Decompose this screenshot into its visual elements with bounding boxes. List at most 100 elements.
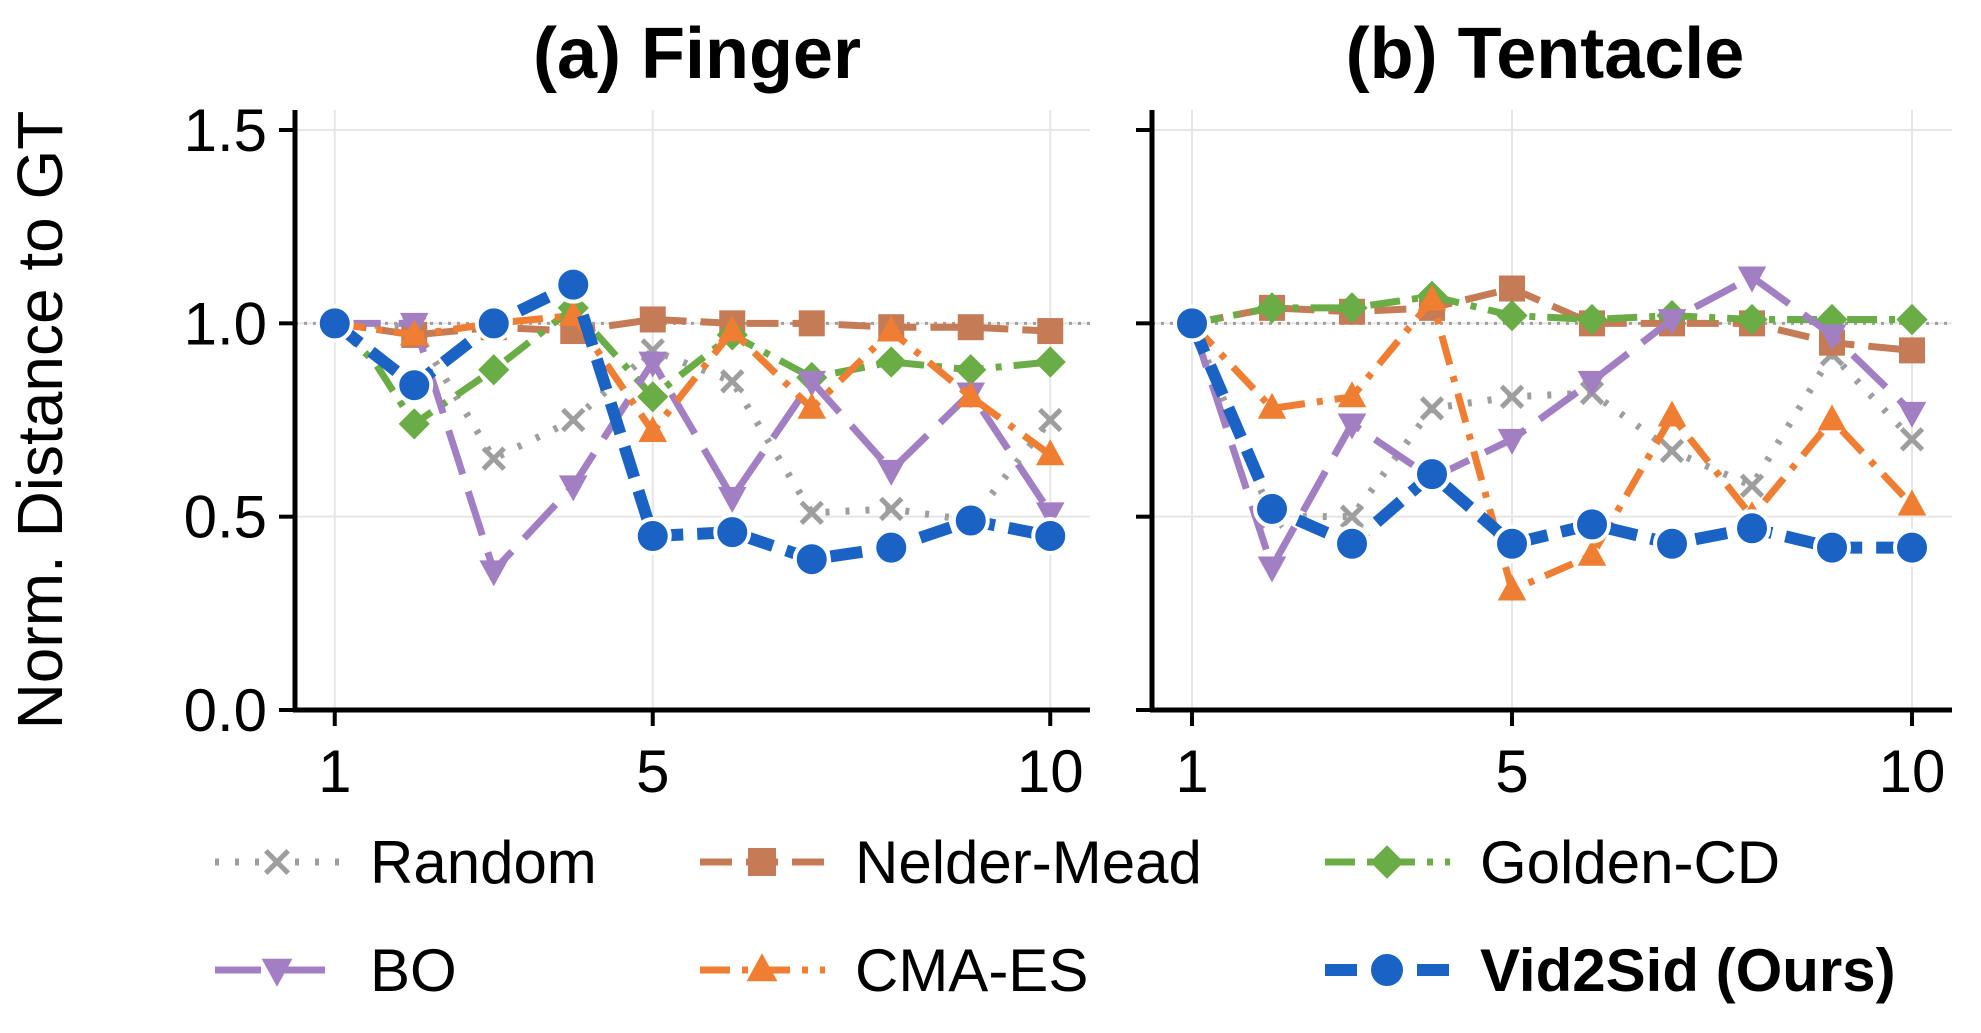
legend-label: Vid2Sid (Ours) — [1480, 937, 1896, 1004]
data-point — [558, 475, 588, 502]
legend-marker — [1367, 950, 1407, 990]
series-line — [334, 315, 1051, 339]
panel-tentacle: 1 5 10 (b) Tentacle — [1136, 14, 1952, 805]
data-point — [875, 346, 907, 378]
data-point — [1813, 528, 1851, 567]
data-point — [1576, 303, 1608, 336]
data-point — [638, 351, 668, 378]
data-point — [474, 304, 513, 343]
data-point — [1897, 401, 1927, 428]
data-point — [1577, 539, 1607, 566]
data-point — [1256, 292, 1288, 324]
data-point — [792, 540, 831, 579]
data-point — [315, 304, 354, 343]
data-point — [1499, 275, 1525, 302]
series-line — [1186, 320, 1912, 554]
data-point — [1339, 504, 1365, 529]
data-point — [1573, 505, 1611, 544]
data-point — [1497, 574, 1527, 601]
legend-marker — [746, 953, 778, 982]
data-point — [1337, 381, 1367, 408]
data-point — [798, 310, 825, 337]
series-line — [1188, 273, 1915, 571]
data-point — [1736, 303, 1768, 336]
data-point — [1577, 370, 1607, 397]
x-tick-label: 10 — [1017, 738, 1084, 805]
legend-marker — [748, 848, 776, 876]
series-random — [1179, 311, 1925, 529]
data-point — [1817, 404, 1847, 431]
data-point — [1496, 300, 1528, 332]
axes: 0.0 0.5 1.0 1.5 1 5 10 — [184, 97, 1090, 805]
data-point — [1336, 292, 1368, 324]
data-point — [1413, 455, 1451, 494]
legend-marker — [261, 958, 293, 987]
data-point — [797, 370, 827, 397]
data-point — [1337, 413, 1367, 440]
panel-title: (b) Tentacle — [1346, 14, 1745, 94]
series-line — [334, 319, 1054, 575]
data-point — [1497, 428, 1527, 455]
data-point — [1737, 266, 1767, 293]
data-point — [957, 314, 984, 341]
y-tick-label: 1.0 — [184, 290, 267, 357]
series-line — [1189, 296, 1915, 594]
x-tick-label: 1 — [318, 738, 351, 805]
legend-label: Nelder-Mead — [855, 829, 1202, 896]
data-point — [1653, 524, 1691, 563]
data-point — [638, 416, 668, 442]
panel-title: (a) Finger — [533, 14, 861, 94]
data-point — [879, 496, 904, 522]
data-point — [717, 315, 747, 342]
legend-item-bo: BO — [215, 937, 457, 1004]
data-point — [395, 366, 434, 405]
series-bo — [320, 312, 1065, 587]
data-point — [799, 500, 824, 525]
data-point — [1173, 304, 1211, 343]
legend-marker — [1370, 845, 1404, 879]
series-line — [1188, 321, 1915, 521]
series-group — [315, 265, 1070, 587]
data-point — [720, 369, 745, 394]
series-random — [322, 311, 1063, 533]
data-point — [1733, 509, 1771, 548]
series-line — [334, 312, 1053, 458]
data-point — [1037, 318, 1064, 345]
y-tick-label: 0.5 — [184, 484, 267, 551]
data-point — [1659, 438, 1685, 464]
data-point — [639, 306, 666, 333]
series-group — [1173, 266, 1931, 601]
series-line — [1191, 292, 1912, 327]
series-bo — [1177, 266, 1927, 583]
data-point — [481, 446, 506, 471]
data-point — [1035, 439, 1065, 466]
data-point — [398, 408, 430, 440]
data-point — [797, 392, 827, 419]
y-tick-label: 1.5 — [184, 97, 267, 164]
series-cma-es — [320, 300, 1065, 466]
panel-finger: 0.0 0.5 1.0 1.5 1 5 10 (a) Finger — [184, 14, 1090, 805]
legend-label: CMA-ES — [855, 937, 1088, 1004]
data-point — [1657, 309, 1687, 336]
x-tick-label: 10 — [1879, 738, 1946, 805]
data-point — [637, 381, 669, 413]
data-point — [554, 265, 593, 304]
legend-label: Golden-CD — [1480, 829, 1780, 896]
data-point — [1897, 489, 1927, 516]
legend-marker — [264, 849, 290, 875]
data-point — [1817, 324, 1847, 351]
data-point — [1417, 284, 1447, 311]
data-point — [1257, 556, 1287, 583]
legend-item-vid2sid-ours: Vid2Sid (Ours) — [1325, 937, 1896, 1004]
legend: Random Nelder-Mead Golden-CD BO CMA-ES Vid2Si… — [215, 829, 1896, 1004]
y-tick-label: 0.0 — [184, 677, 267, 744]
legend-item-random: Random — [215, 829, 597, 896]
data-point — [479, 560, 509, 587]
data-point — [1657, 400, 1687, 427]
data-point — [872, 528, 911, 567]
series-nelder-mead — [321, 306, 1064, 348]
data-point — [1816, 303, 1848, 336]
data-point — [399, 319, 429, 346]
data-point — [951, 501, 990, 540]
